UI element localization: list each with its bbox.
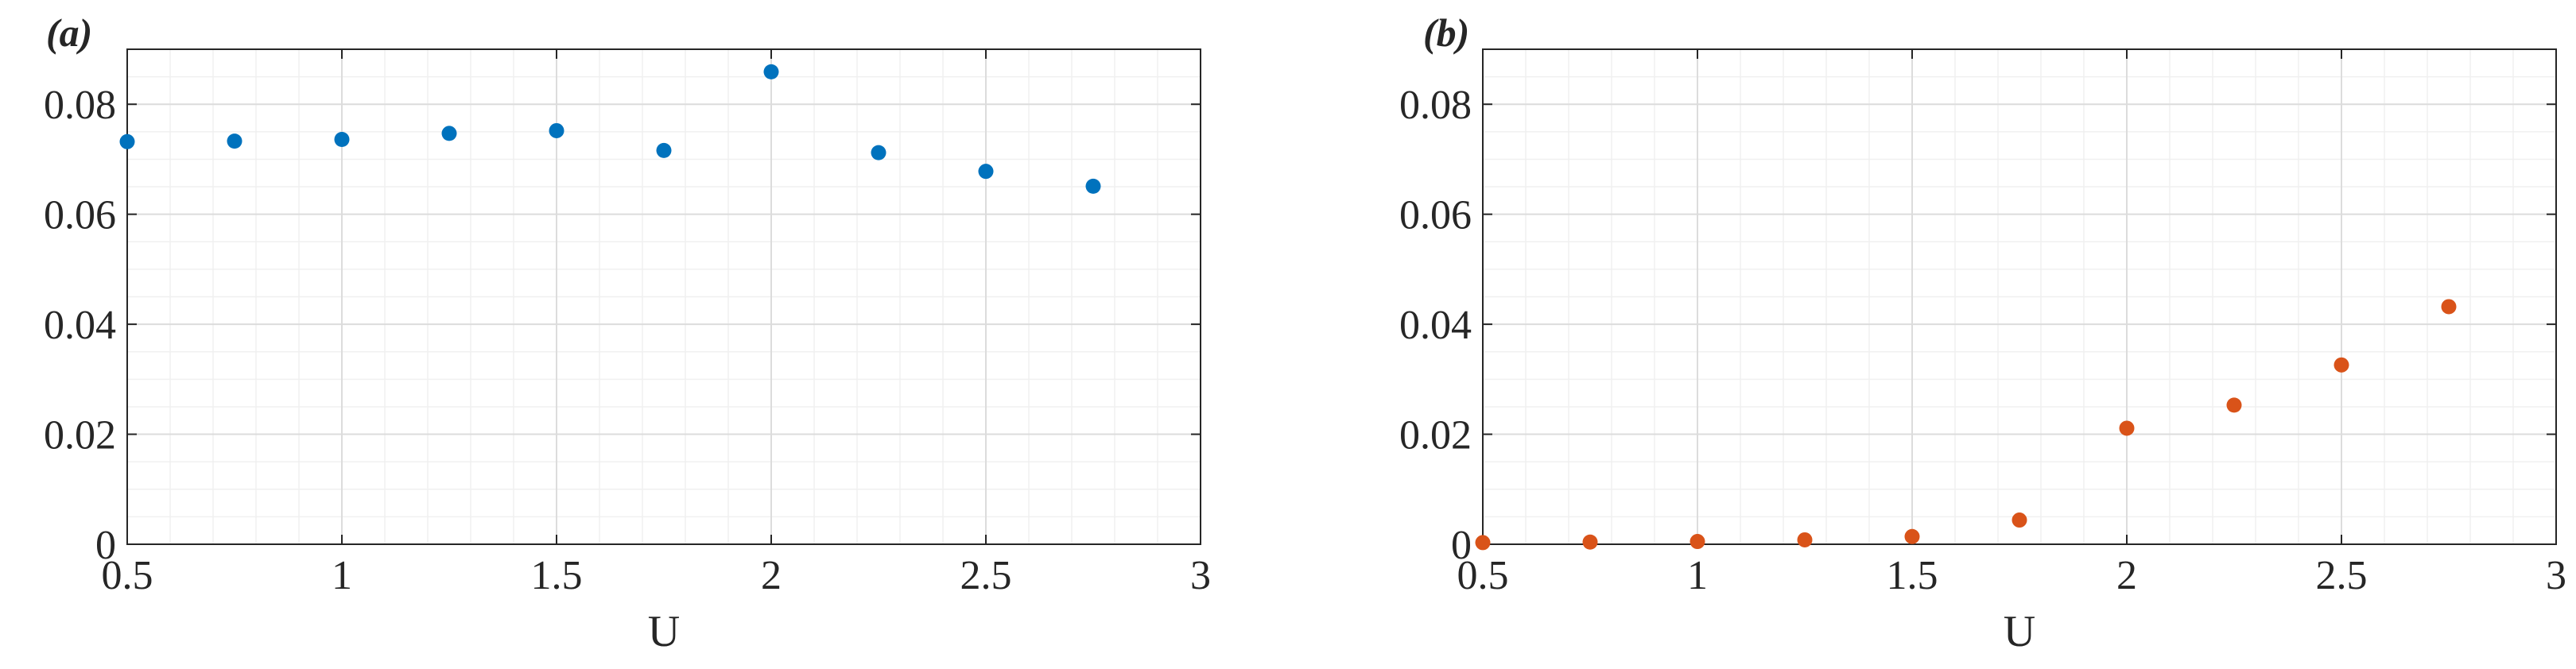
minor-grid	[1482, 48, 2557, 545]
y-tick-label: 0.04	[44, 303, 116, 348]
data-point	[1582, 534, 1598, 550]
data-point	[1475, 535, 1491, 551]
x-tick-label: 3	[1190, 553, 1211, 598]
data-point	[334, 132, 350, 148]
data-series	[1475, 299, 2457, 551]
y-tick-label: 0.08	[44, 83, 116, 128]
y-tick-label: 0	[95, 523, 116, 568]
data-point	[978, 164, 994, 180]
minor-grid	[126, 48, 1201, 545]
data-point	[549, 122, 564, 138]
data-point	[119, 133, 135, 149]
x-tick-label: 0.5	[102, 553, 153, 598]
x-tick-label: 1	[332, 553, 352, 598]
panel-label: (b)	[1423, 10, 1469, 55]
y-tick-label: 0.06	[44, 193, 116, 238]
y-tick-label: 0.06	[1399, 193, 1472, 238]
y-tick-label: 0.04	[1399, 303, 1472, 348]
x-tick-label: 1.5	[1887, 553, 1938, 598]
data-point	[656, 142, 672, 158]
y-tick-label: 0.08	[1399, 83, 1472, 128]
data-point	[1797, 532, 1813, 547]
data-point	[763, 64, 779, 79]
x-tick-label: 2	[2116, 553, 2137, 598]
x-tick-label: 2.5	[2316, 553, 2368, 598]
data-point	[871, 145, 886, 160]
y-tick-label: 0.02	[1399, 413, 1472, 458]
data-point	[1904, 528, 1920, 544]
x-axis-label: U	[648, 607, 680, 656]
data-point	[2012, 512, 2027, 528]
data-series	[119, 64, 1101, 194]
data-point	[2119, 420, 2135, 436]
data-point	[441, 126, 457, 141]
panel-a: 0.5 1 1.5 2 2.5 3 0 0.02 0.04 0.06 0.08 U (a)	[44, 10, 1211, 656]
x-tick-label: 2.5	[960, 553, 1012, 598]
x-tick-label: 1.5	[531, 553, 583, 598]
data-point	[1690, 534, 1705, 550]
plot-frame	[1482, 48, 2557, 545]
data-point	[1085, 178, 1101, 194]
x-tick-label: 1	[1687, 553, 1708, 598]
panel-b: 0.5 1 1.5 2 2.5 3 0 0.02 0.04 0.06 0.08 U (b)	[1399, 10, 2566, 656]
x-tick-label: 0.5	[1457, 553, 1509, 598]
y-tick-label: 0.02	[44, 413, 116, 458]
x-tick-label: 3	[2546, 553, 2566, 598]
y-tick-label: 0	[1451, 523, 1472, 568]
data-point	[2226, 397, 2242, 413]
plot-frame	[126, 48, 1201, 545]
data-point	[2334, 357, 2349, 373]
data-point	[227, 133, 242, 149]
panel-label: (a)	[46, 10, 92, 55]
x-axis-label: U	[2004, 607, 2035, 656]
data-point	[2441, 299, 2457, 315]
x-tick-label: 2	[761, 553, 782, 598]
